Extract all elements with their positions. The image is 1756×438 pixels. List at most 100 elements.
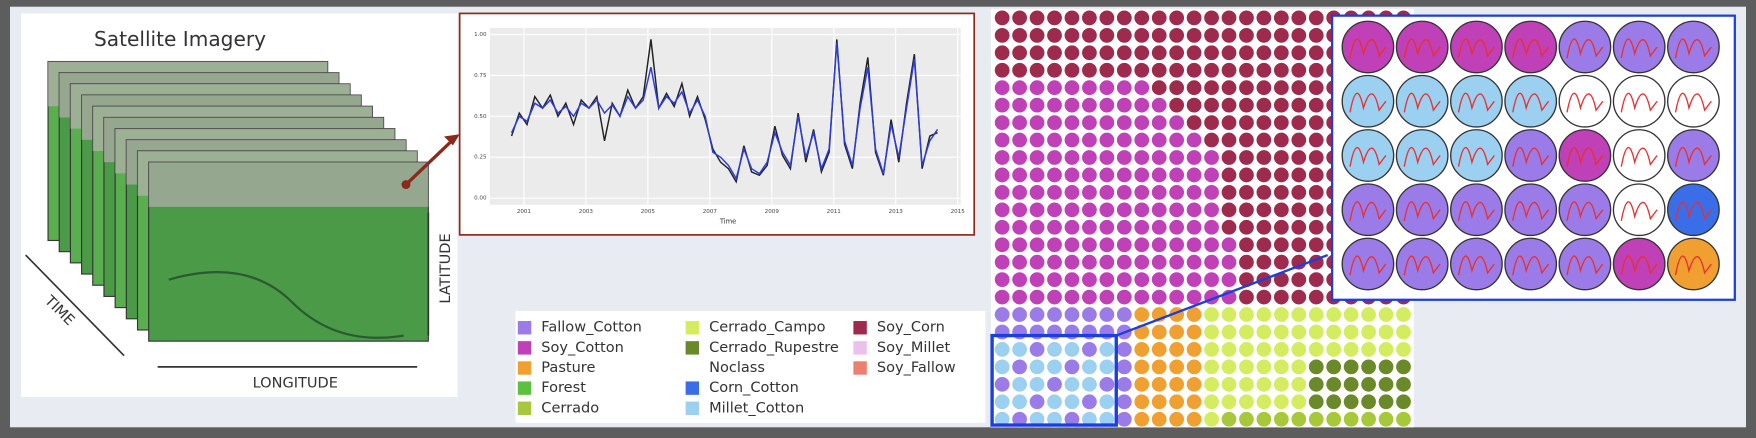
som-cell bbox=[1011, 201, 1028, 219]
series-line bbox=[510, 39, 938, 184]
som-cell bbox=[1063, 306, 1081, 323]
som-cell bbox=[1273, 44, 1290, 62]
som-cell bbox=[1133, 166, 1151, 184]
zoom-cell bbox=[1612, 129, 1666, 182]
som-cell bbox=[1098, 376, 1116, 393]
som-cell bbox=[1238, 149, 1255, 166]
som-cell bbox=[1098, 288, 1116, 306]
som-cell bbox=[1273, 253, 1290, 271]
som-cell bbox=[1290, 236, 1308, 254]
som-cell bbox=[1360, 358, 1377, 376]
som-cell bbox=[1255, 27, 1273, 44]
som-cell bbox=[1133, 27, 1151, 44]
som-cell bbox=[1220, 131, 1238, 149]
som-cell bbox=[1238, 323, 1255, 341]
som-cell bbox=[1220, 306, 1238, 323]
zoom-cell bbox=[1395, 183, 1449, 237]
som-cell bbox=[1238, 131, 1255, 149]
som-cell bbox=[1185, 96, 1203, 114]
som-cell bbox=[1307, 96, 1325, 114]
som-cell bbox=[1081, 9, 1098, 27]
som-cell bbox=[1342, 358, 1360, 376]
som-cell bbox=[1325, 358, 1342, 376]
som-cell bbox=[1150, 96, 1168, 114]
som-cell bbox=[1185, 61, 1203, 79]
zoom-cell bbox=[1612, 74, 1666, 128]
som-cell bbox=[1046, 323, 1063, 341]
som-cell bbox=[1046, 114, 1063, 131]
x-tick-label: 2007 bbox=[703, 209, 718, 215]
som-cell bbox=[1203, 61, 1220, 79]
som-cell bbox=[1220, 219, 1238, 236]
som-cell bbox=[1063, 61, 1081, 79]
som-cell bbox=[1081, 44, 1098, 62]
som-cell bbox=[1046, 131, 1063, 149]
som-cell bbox=[1185, 131, 1203, 149]
som-cell bbox=[1011, 393, 1028, 411]
som-cell bbox=[1325, 306, 1342, 323]
som-cell bbox=[1255, 9, 1273, 27]
som-cell bbox=[1203, 96, 1220, 114]
som-cell bbox=[1395, 341, 1412, 358]
som-cell bbox=[1168, 201, 1185, 219]
som-cell bbox=[993, 201, 1011, 219]
zoom-cell bbox=[1504, 183, 1558, 237]
som-cell bbox=[1290, 341, 1308, 358]
som-cell bbox=[1046, 79, 1063, 96]
som-cell bbox=[1273, 184, 1290, 201]
som-cell bbox=[1150, 323, 1168, 341]
som-cell bbox=[1273, 376, 1290, 393]
som-cell bbox=[1220, 27, 1238, 44]
zoom-cell bbox=[1395, 74, 1449, 128]
som-cell bbox=[1325, 323, 1342, 341]
som-cell bbox=[1290, 410, 1308, 428]
som-cell bbox=[1307, 166, 1325, 184]
som-cell bbox=[1063, 236, 1081, 254]
som-cell bbox=[1011, 96, 1028, 114]
som-cell bbox=[1150, 219, 1168, 236]
som-cell bbox=[1133, 201, 1151, 219]
som-cell bbox=[1307, 271, 1325, 288]
som-cell bbox=[1063, 393, 1081, 411]
legend-items: Fallow_Cotton Soy_Cotton Pasture Forest Cerr… bbox=[517, 320, 956, 416]
som-cell bbox=[1238, 253, 1255, 271]
zoom-cell bbox=[1395, 20, 1449, 74]
som-cell bbox=[1133, 306, 1151, 323]
som-cell bbox=[1046, 149, 1063, 166]
som-cell bbox=[1377, 323, 1395, 341]
som-cell bbox=[1255, 358, 1273, 376]
cell-curve bbox=[1512, 38, 1550, 59]
som-cell bbox=[1290, 114, 1308, 131]
som-cell bbox=[1307, 358, 1325, 376]
cell-curve bbox=[1349, 255, 1387, 276]
som-cell bbox=[1290, 149, 1308, 166]
som-cell bbox=[1290, 44, 1308, 62]
som-cell bbox=[1098, 61, 1116, 79]
zoom-cell bbox=[1667, 129, 1720, 182]
som-cell bbox=[1133, 219, 1151, 236]
som-cell bbox=[1273, 410, 1290, 428]
som-cell bbox=[1203, 306, 1220, 323]
som-cell bbox=[1273, 201, 1290, 219]
som-cell bbox=[1133, 131, 1151, 149]
x-tick-label: 2003 bbox=[579, 209, 594, 215]
som-cell bbox=[1377, 358, 1395, 376]
som-cell bbox=[1046, 201, 1063, 219]
som-cell bbox=[1116, 96, 1133, 114]
som-cell bbox=[1377, 376, 1395, 393]
som-cell bbox=[1238, 376, 1255, 393]
som-cell bbox=[1098, 149, 1116, 166]
som-cell bbox=[1133, 61, 1151, 79]
som-cell bbox=[1203, 271, 1220, 288]
som-cell bbox=[1046, 96, 1063, 114]
som-cell bbox=[993, 166, 1011, 184]
som-cell bbox=[1203, 166, 1220, 184]
cell-curve bbox=[1512, 92, 1550, 113]
som-cell bbox=[1185, 44, 1203, 62]
som-cell bbox=[1028, 323, 1046, 341]
som-cell bbox=[1290, 131, 1308, 149]
cell-curve bbox=[1512, 255, 1550, 276]
som-cell bbox=[1133, 114, 1151, 131]
som-cell bbox=[993, 410, 1011, 428]
som-cell bbox=[1133, 44, 1151, 62]
